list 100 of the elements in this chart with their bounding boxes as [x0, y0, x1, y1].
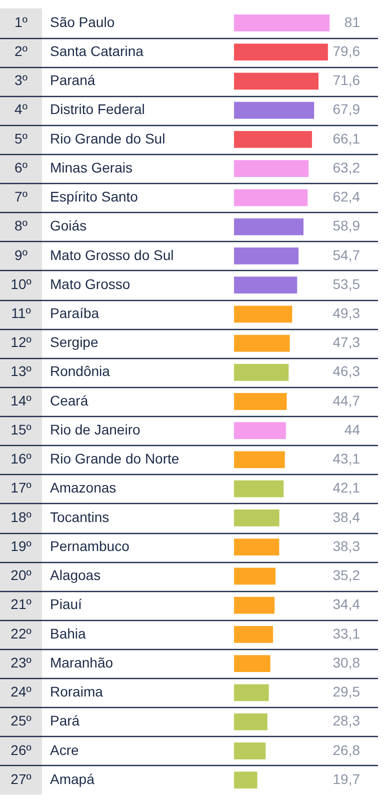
y-tick-label: Goiás: [50, 218, 87, 234]
bar: [234, 538, 280, 556]
bar: [234, 247, 299, 264]
text: 19º: [10, 538, 32, 554]
data-label: 62,4: [332, 188, 360, 205]
bar: [234, 568, 276, 585]
text: 9º: [14, 246, 28, 263]
data-label: 19,7: [332, 770, 360, 787]
data-label: 81: [344, 14, 360, 30]
bar: [234, 772, 258, 788]
text: 13º: [10, 363, 32, 380]
y-tick-label: Ceará: [50, 392, 88, 408]
text: 4º: [14, 101, 28, 118]
text: 6º: [14, 159, 28, 176]
data-label: 46,3: [332, 363, 360, 380]
data-label: 79,6: [332, 42, 360, 59]
bar: [234, 422, 286, 440]
y-tick-label: Espírito Santo: [50, 188, 138, 205]
y-tick-label: Santa Catarina: [50, 42, 144, 59]
y-tick-label: Amazonas: [50, 480, 116, 496]
y-tick-label: Maranhão: [50, 654, 114, 670]
y-tick-label: Mato Grosso do Sul: [50, 246, 174, 263]
data-label: 47,3: [332, 334, 360, 350]
y-tick-label: Distrito Federal: [50, 101, 145, 118]
bar: [234, 510, 280, 526]
data-label: 26,8: [332, 742, 360, 758]
data-label: 66,1: [332, 130, 360, 146]
text: 3º: [14, 72, 28, 88]
y-tick-label: Piauí: [50, 596, 82, 612]
data-label: 33,1: [332, 625, 360, 642]
bar: [234, 306, 292, 323]
bar: [234, 451, 285, 468]
y-tick-label: Roraima: [50, 684, 104, 700]
y-tick-label: Acre: [50, 742, 79, 758]
text: 11º: [11, 305, 31, 322]
text: 15º: [10, 421, 32, 438]
bar: [234, 655, 270, 672]
y-tick-label: Rondônia: [50, 363, 110, 380]
text: 5º: [14, 130, 28, 146]
y-tick-label: Pará: [50, 712, 80, 729]
bar: [234, 596, 275, 614]
y-tick-label: São Paulo: [50, 14, 115, 30]
bar: [234, 130, 312, 148]
text: 25º: [10, 712, 32, 729]
bar: [234, 276, 298, 294]
y-tick-label: Mato Grosso: [50, 276, 130, 292]
text: 18º: [10, 508, 32, 525]
text: 14º: [10, 392, 32, 408]
bar: [234, 684, 269, 702]
y-tick-label: Pernambuco: [50, 538, 130, 554]
data-label: 43,1: [332, 450, 360, 467]
text: 10º: [10, 276, 32, 292]
bar: [234, 72, 318, 90]
y-tick-label: Minas Gerais: [50, 159, 132, 176]
text: 20º: [10, 567, 32, 584]
bar: [234, 393, 287, 410]
bar: [234, 44, 328, 61]
text: 21º: [10, 596, 32, 612]
y-tick-label: Rio de Janeiro: [50, 421, 140, 438]
bar: [234, 14, 330, 32]
data-label: 67,9: [332, 101, 360, 118]
bar: [234, 713, 268, 730]
data-label: 53,5: [332, 276, 360, 292]
y-tick-label: Bahia: [50, 625, 86, 642]
text: 16º: [10, 450, 32, 467]
data-label: 38,4: [332, 508, 360, 525]
text: 22º: [10, 625, 32, 642]
data-label: 49,3: [332, 305, 360, 322]
bar: [234, 160, 309, 177]
y-tick-label: Paraíba: [50, 305, 100, 322]
text: 24º: [10, 684, 32, 700]
text: 17º: [10, 480, 32, 496]
bar: [234, 742, 266, 760]
bar: [234, 364, 289, 381]
data-label: 28,3: [332, 712, 360, 729]
data-label: 35,2: [332, 567, 360, 584]
text: 8º: [14, 218, 28, 234]
text: 1º: [14, 14, 28, 30]
bar: [234, 626, 274, 643]
data-label: 34,4: [332, 596, 360, 612]
data-label: 29,5: [332, 684, 360, 700]
data-label: 44: [344, 421, 360, 438]
bar: [234, 218, 304, 236]
y-tick-label: Rio Grande do Norte: [50, 450, 180, 467]
data-label: 38,3: [332, 538, 360, 554]
bar: [234, 102, 314, 119]
text: 12º: [10, 334, 32, 350]
bar: [234, 334, 290, 352]
data-label: 42,1: [332, 480, 360, 496]
y-tick-label: Paraná: [50, 72, 96, 88]
data-label: 71,6: [332, 72, 360, 88]
text: 23º: [10, 654, 32, 670]
data-label: 63,2: [332, 159, 360, 176]
y-tick-label: Alagoas: [50, 567, 101, 584]
data-label: 44,7: [332, 392, 360, 408]
bar: [234, 480, 284, 498]
data-label: 30,8: [332, 654, 360, 670]
y-tick-label: Rio Grande do Sul: [50, 130, 166, 146]
bar: [234, 189, 308, 206]
text: 2º: [14, 42, 28, 59]
